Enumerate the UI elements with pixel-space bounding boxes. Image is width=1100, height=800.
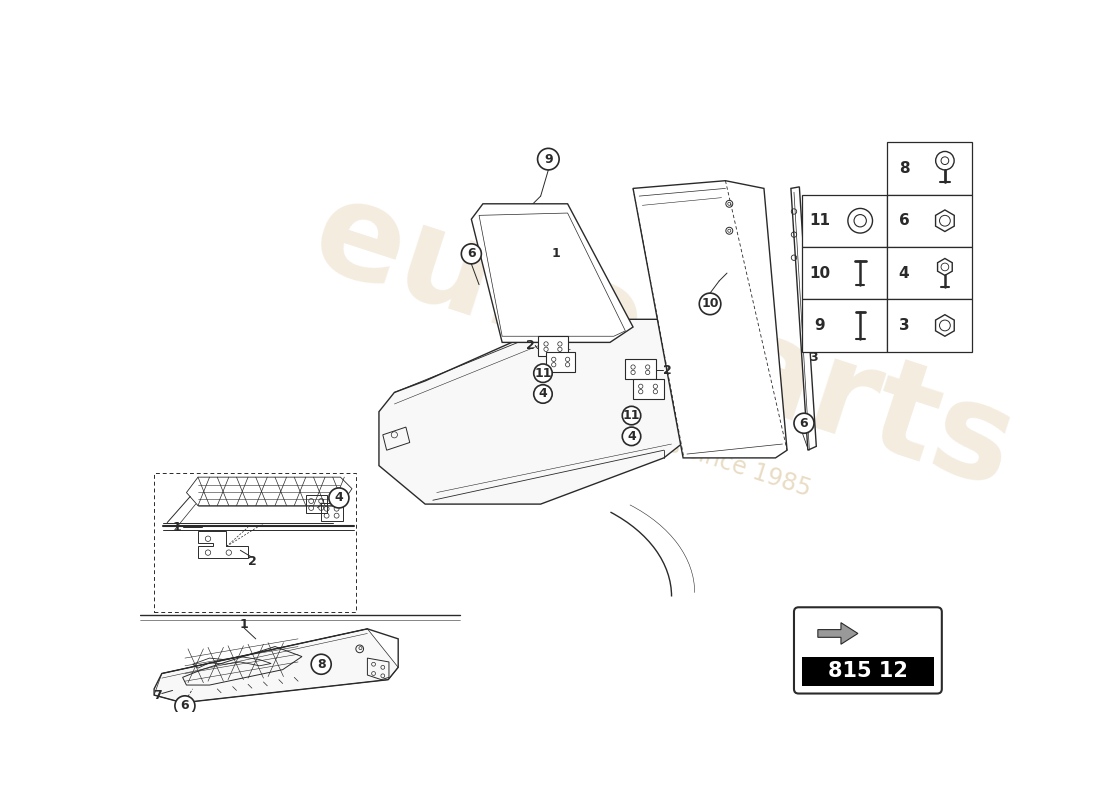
Bar [887,194,972,247]
Text: 11: 11 [535,366,552,380]
Polygon shape [154,629,398,702]
Bar [803,299,888,352]
Bar [887,299,972,352]
FancyBboxPatch shape [794,607,942,694]
Text: 9: 9 [544,153,552,166]
Circle shape [623,427,640,446]
Text: 4: 4 [899,266,910,281]
Text: 4: 4 [627,430,636,443]
Polygon shape [818,622,858,644]
Bar [887,142,972,194]
Polygon shape [936,210,954,231]
Text: 10: 10 [702,298,718,310]
Text: 815 12: 815 12 [828,661,907,681]
Text: 3: 3 [810,351,818,364]
Circle shape [623,406,640,425]
Text: 6: 6 [180,699,189,712]
Bar [803,194,888,247]
Circle shape [311,654,331,674]
Bar [802,657,934,686]
Text: a passion for parts since 1985: a passion for parts since 1985 [468,368,814,502]
Text: 2: 2 [526,339,535,352]
Circle shape [329,488,349,508]
Text: 2: 2 [663,364,672,377]
Bar [154,474,356,612]
Text: 6: 6 [899,214,910,228]
Text: 8: 8 [317,658,326,670]
Text: 7: 7 [153,689,162,702]
Text: euroParts: euroParts [298,170,1030,515]
Text: 4: 4 [539,387,548,401]
Text: 11: 11 [623,409,640,422]
Text: 5: 5 [825,247,834,260]
Text: 11: 11 [808,214,829,228]
Text: 8: 8 [899,161,910,176]
Circle shape [175,696,195,716]
Text: 1: 1 [173,521,182,534]
Polygon shape [936,314,954,336]
Polygon shape [538,336,568,356]
Circle shape [534,364,552,382]
Polygon shape [378,319,741,504]
Polygon shape [472,204,634,342]
Polygon shape [937,258,953,275]
Text: 1: 1 [552,247,560,260]
Circle shape [700,293,720,314]
Polygon shape [546,352,575,372]
Circle shape [794,414,814,434]
Text: 6: 6 [800,417,808,430]
Circle shape [538,148,559,170]
Text: 10: 10 [808,266,830,281]
Text: 6: 6 [468,247,475,260]
Bar [887,247,972,299]
Circle shape [534,385,552,403]
Bar [803,247,888,299]
Polygon shape [634,378,664,398]
Text: 2: 2 [248,554,256,567]
Circle shape [461,244,482,264]
Text: 4: 4 [334,491,343,505]
Polygon shape [634,181,788,458]
Polygon shape [625,359,656,379]
Text: 1: 1 [240,618,249,631]
Polygon shape [791,187,816,450]
Text: 9: 9 [814,318,825,333]
Text: 3: 3 [899,318,910,333]
